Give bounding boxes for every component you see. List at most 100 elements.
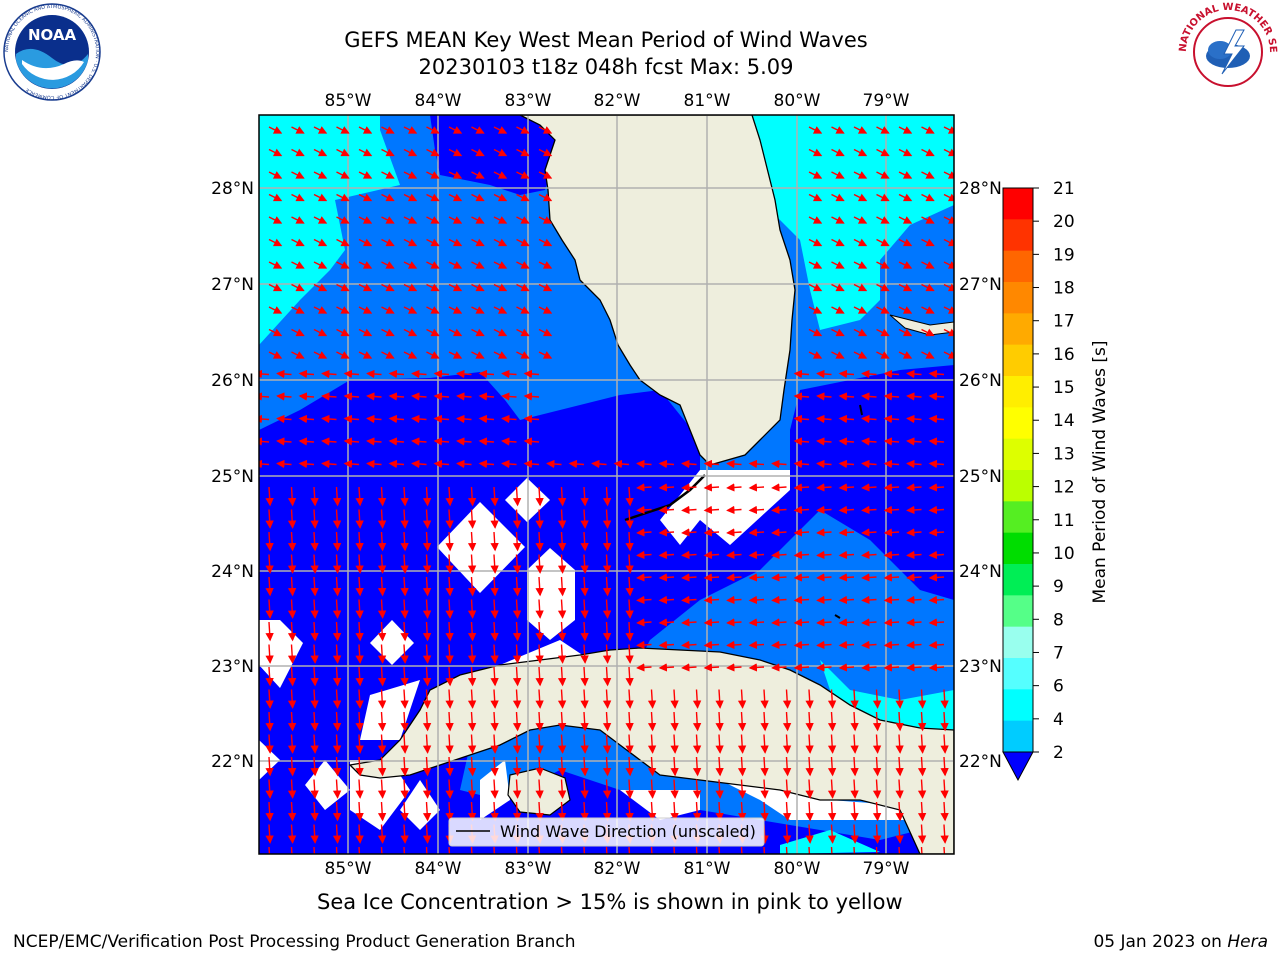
wind-wave-arrow [400,554,409,574]
wind-wave-arrow [793,663,810,672]
wind-wave-arrow [332,734,342,754]
wind-wave-arrow [426,193,440,202]
wind-wave-arrow [602,644,612,664]
wind-wave-arrow [580,599,589,619]
wind-wave-arrow [268,238,283,247]
wind-wave-arrow [940,779,949,799]
lat-ticks-right: 28°N 27°N 26°N 25°N 24°N 23°N 22°N [959,179,1002,772]
wind-wave-arrow [625,554,634,574]
wind-wave-arrow [490,734,499,754]
colorbar-segment [1003,595,1033,628]
wind-wave-arrow [793,528,810,537]
wind-wave-arrow [895,824,904,844]
wind-wave-arrow [355,711,364,732]
wind-wave-arrow [490,644,499,664]
wind-wave-arrow [377,801,387,822]
wind-wave-arrow [355,621,364,642]
wind-wave-arrow [523,392,540,401]
wind-wave-arrow [928,414,945,424]
wind-wave-arrow [535,689,544,709]
wind-wave-arrow [872,801,882,822]
svg-text:NOAA: NOAA [28,26,77,44]
wind-wave-arrow [625,689,634,709]
wind-wave-arrow [808,238,823,247]
wind-wave-arrow [940,689,949,709]
wind-wave-arrow [921,261,935,269]
wind-wave-arrow [771,505,787,515]
wind-wave-arrow [433,392,450,401]
wind-wave-arrow [332,666,342,687]
wind-wave-arrow [883,392,900,401]
wind-wave-arrow [816,595,832,605]
wind-wave-arrow [388,392,405,401]
wind-wave-arrow [782,779,792,799]
wind-wave-arrow [831,171,845,179]
wind-wave-arrow [381,306,395,314]
wind-wave-arrow [512,734,522,754]
wind-wave-arrow [336,283,350,292]
wind-wave-arrow [726,618,742,627]
wind-wave-arrow [921,351,935,359]
wind-wave-arrow [332,554,342,574]
wind-wave-arrow [448,351,463,359]
wind-wave-arrow [535,531,544,552]
wind-wave-arrow [808,216,823,224]
wind-wave-arrow [377,824,387,844]
wind-wave-arrow [793,550,810,560]
lat-tick: 22°N [959,752,1002,772]
wind-wave-arrow [313,171,328,179]
wind-wave-arrow [265,531,274,552]
wind-wave-arrow [381,328,395,337]
wind-wave-arrow [501,414,517,424]
wind-wave-arrow [403,193,418,202]
wind-wave-arrow [310,756,319,777]
wind-wave-arrow [827,779,837,799]
wind-wave-arrow [433,437,450,446]
wind-wave-arrow [692,689,702,709]
lon-tick-bottom: 79°W [863,859,910,879]
lon-tick-bottom: 82°W [594,859,641,879]
wind-wave-arrow [332,644,342,664]
wind-wave-arrow [400,801,409,822]
wind-wave-arrow [793,392,810,401]
wind-wave-arrow [310,509,319,529]
wind-wave-arrow [838,459,855,469]
wind-wave-arrow [478,459,495,469]
wind-wave-arrow [268,846,271,854]
wind-wave-arrow [523,369,540,379]
wind-wave-arrow [726,550,742,560]
wind-wave-arrow [287,509,297,529]
wind-wave-arrow [853,238,868,247]
wind-wave-arrow [310,734,319,754]
wind-wave-arrow [605,846,608,854]
wind-wave-arrow [580,779,589,799]
wind-wave-arrow [516,351,530,359]
wind-wave-arrow [445,486,454,507]
colorbar-segment [1003,407,1033,440]
wind-wave-arrow [343,459,360,469]
wind-wave-arrow [538,328,553,337]
wind-wave-arrow [715,711,724,732]
wind-wave-arrow [895,756,904,777]
wind-wave-arrow [917,711,927,732]
wind-wave-arrow [883,437,900,446]
wind-wave-arrow [358,193,373,202]
wind-wave-arrow [535,734,544,754]
wind-wave-arrow [298,459,315,469]
wind-wave-arrow [343,437,360,446]
wind-wave-arrow [403,351,418,359]
wind-wave-arrow [467,509,477,529]
wind-wave-arrow [782,734,792,754]
wind-wave-arrow [291,126,305,134]
wind-wave-arrow [771,663,787,672]
map-plot-area [259,115,954,854]
wind-wave-arrow [400,644,409,664]
wind-wave-arrow [493,328,508,337]
florida-land [519,115,796,466]
wind-wave-arrow [403,846,406,854]
wind-wave-arrow [422,599,432,619]
wind-wave-arrow [268,306,283,314]
wind-wave-arrow [471,216,485,224]
wind-wave-arrow [928,459,945,469]
wind-wave-arrow [467,734,477,754]
